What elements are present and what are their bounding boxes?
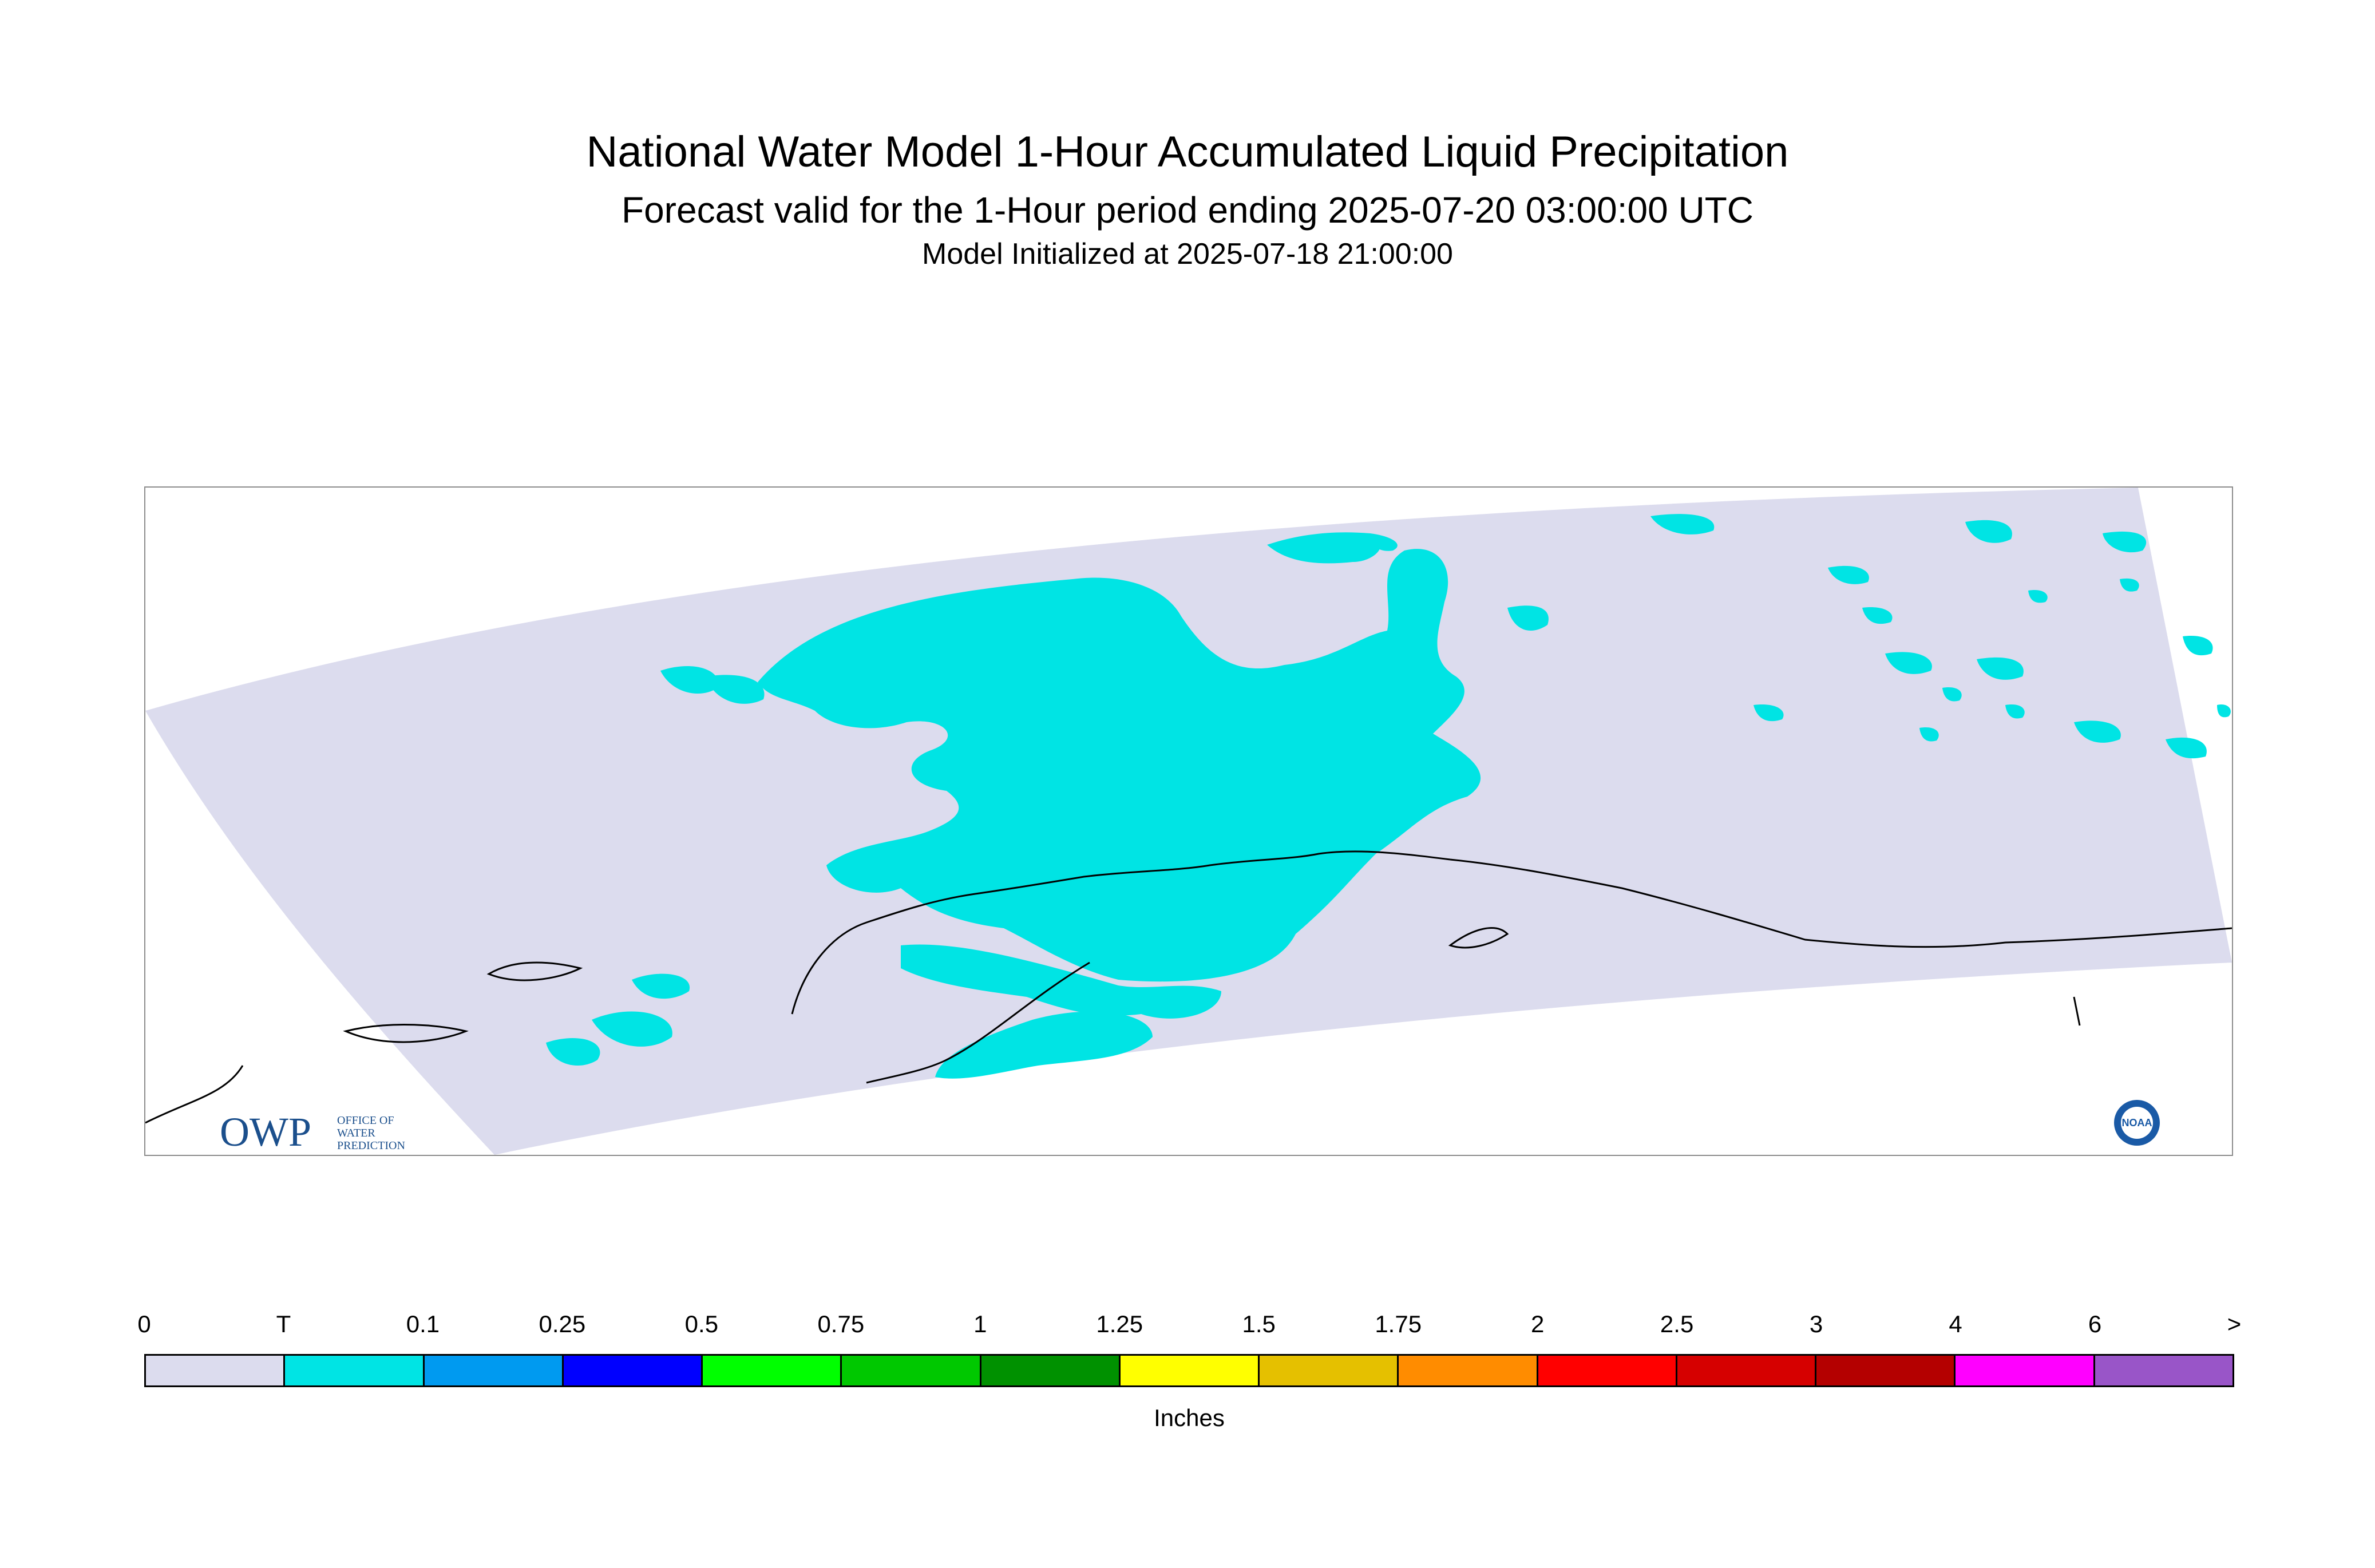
noaa-logo-text: NOAA: [2122, 1117, 2152, 1129]
legend-swatch: [703, 1356, 842, 1385]
legend-swatch: [1956, 1356, 2095, 1385]
legend-label: >: [2227, 1310, 2242, 1337]
precipitation-map: OWP OFFICE OF WATER PREDICTION NOAA: [145, 488, 2232, 1155]
legend-label: 2.5: [1660, 1310, 1694, 1337]
coast-stlawrence: [343, 1023, 469, 1043]
coast-gulf: [1450, 858, 2232, 948]
legend-swatch: [1120, 1356, 1260, 1385]
map-subtitle: Forecast valid for the 1-Hour period end…: [621, 189, 1754, 231]
precip-yk-delta-2: [706, 675, 765, 704]
border-canada: [2073, 996, 2081, 1026]
precip-wrangell-1: [1370, 720, 1406, 736]
legend-swatch: [2095, 1356, 2232, 1385]
owp-logo-letters: OWP: [220, 1109, 311, 1155]
coast-peninsula: [866, 961, 1090, 1084]
precip-canada-3: [2103, 531, 2147, 553]
precip-canada-13: [2028, 590, 2048, 603]
legend-label: 6: [2088, 1310, 2102, 1337]
precip-canada-4: [1828, 565, 1869, 584]
legend-label: 0.5: [684, 1310, 719, 1337]
legend-swatch: [1399, 1356, 1538, 1385]
precip-canada-6: [1977, 657, 2024, 680]
map-panel: OWP OFFICE OF WATER PREDICTION NOAA: [144, 486, 2233, 1156]
coast-kodiak: [1448, 927, 1509, 949]
legend-label: 0.1: [406, 1310, 440, 1337]
precip-yk-delta-1: [660, 666, 719, 694]
precip-bristol-bay-1: [632, 973, 690, 999]
legend-label: 3: [1809, 1310, 1823, 1337]
coastlines: [145, 850, 2232, 1124]
legend-swatch: [146, 1356, 286, 1385]
legend-swatch: [1538, 1356, 1677, 1385]
legend: 0 T 0.1 0.25 0.5 0.75 1 1.25 1.5 1.75 2 2.5 3 4 6 > Inc…: [137, 1310, 2241, 1448]
precip-alaska-peninsula: [935, 1011, 1153, 1079]
precip-north-small: [1370, 533, 1398, 551]
legend-swatch: [1260, 1356, 1399, 1385]
precip-bristol-bay-2: [592, 1011, 672, 1047]
owp-logo-line1: OFFICE OF: [337, 1114, 394, 1127]
precip-canada-10: [2217, 704, 2231, 718]
owp-logo-line2: WATER: [337, 1127, 375, 1139]
precip-bristol-bay-3: [546, 1038, 600, 1066]
precip-se-1: [1507, 605, 1549, 631]
legend-label: 0.75: [817, 1310, 865, 1337]
precip-canada-11: [1753, 704, 1784, 722]
model-init-time: Model Initialized at 2025-07-18 21:00:00: [922, 237, 1453, 271]
legend-label: 4: [1949, 1310, 1962, 1337]
legend-label: 2: [1530, 1310, 1545, 1337]
precip-canada-1: [1650, 514, 1715, 534]
precip-canada-15: [1862, 607, 1893, 624]
legend-label: 1.75: [1375, 1310, 1422, 1337]
precip-canada-2: [1965, 520, 2012, 543]
precip-canada-14: [2120, 578, 2139, 592]
legend-label: 1: [973, 1310, 987, 1337]
noaa-logo-inner: [2121, 1107, 2153, 1139]
legend-swatch: [981, 1356, 1121, 1385]
legend-swatch: [1677, 1356, 1817, 1385]
precip-canada-5: [1885, 652, 1932, 674]
legend-color-bar: [144, 1354, 2234, 1387]
precip-canada-17: [2005, 704, 2025, 719]
legend-swatch: [842, 1356, 981, 1385]
legend-swatch: [563, 1356, 703, 1385]
legend-swatch: [285, 1356, 425, 1385]
map-title: National Water Model 1-Hour Accumulated …: [586, 128, 1789, 176]
legend-label: 1.5: [1242, 1310, 1276, 1337]
precip-canada-16: [1919, 727, 1939, 742]
precip-canada-7: [2074, 720, 2121, 743]
owp-logo-line3: PREDICTION: [337, 1139, 405, 1152]
legend-units: Inches: [1154, 1404, 1225, 1431]
coast-bering: [791, 850, 1451, 1015]
precip-mainland-blob: [758, 549, 1481, 982]
noaa-logo: NOAA: [2114, 1100, 2160, 1146]
legend-label: 1.25: [1096, 1310, 1143, 1337]
legend-swatch: [1816, 1356, 1956, 1385]
legend-label: 0.25: [539, 1310, 586, 1337]
precip-canada-8: [2183, 636, 2213, 656]
legend-label: 0: [137, 1310, 151, 1337]
precip-canada-12: [1942, 687, 1962, 702]
coast-siberia: [145, 1065, 244, 1124]
coast-nunivak: [486, 961, 583, 981]
precipitation-areas: [546, 514, 2231, 1079]
precip-north-blob: [1267, 532, 1381, 564]
legend-swatch: [424, 1356, 564, 1385]
legend-label: T: [276, 1310, 291, 1337]
owp-logo: OWP OFFICE OF WATER PREDICTION: [220, 1109, 405, 1155]
precip-canada-9: [2166, 737, 2207, 759]
